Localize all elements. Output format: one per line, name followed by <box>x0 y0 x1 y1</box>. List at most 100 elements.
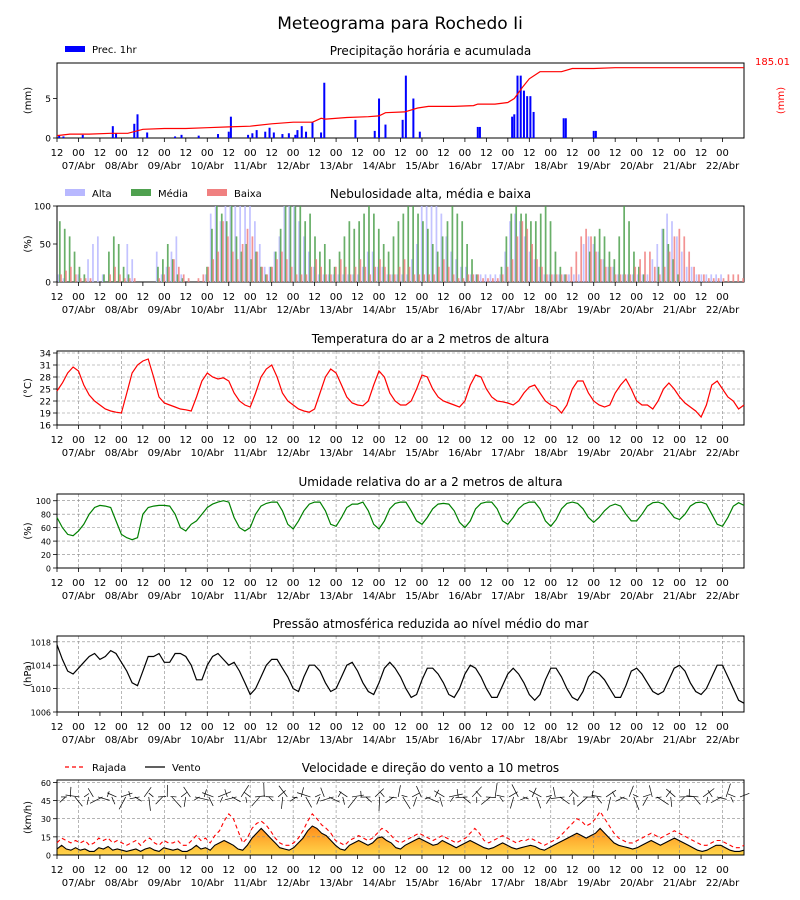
cloud-bar <box>582 244 585 282</box>
cloud-bar <box>78 266 81 282</box>
cloud-bar <box>673 236 676 282</box>
wind-direction-arrow <box>380 792 385 798</box>
wind-direction-arrow <box>568 792 574 798</box>
x-tick-label: 12 <box>566 435 579 446</box>
x-day-label: 14/Abr <box>362 305 396 316</box>
cloud-bar <box>494 274 497 282</box>
cloud-bar <box>235 236 238 282</box>
cloud-bar <box>83 274 86 282</box>
cloud-bar <box>364 266 367 282</box>
x-day-label: 13/Abr <box>319 305 353 316</box>
x-tick-label: 12 <box>609 435 622 446</box>
wind-direction-arrow <box>170 796 177 798</box>
wind-direction-arrow <box>531 787 537 798</box>
cloud-bar <box>550 274 553 282</box>
x-day-label: 21/Abr <box>663 878 697 889</box>
y-tick-label: 15 <box>41 833 51 842</box>
x-tick-label: 00 <box>244 578 257 589</box>
x-tick-label: 00 <box>330 292 343 303</box>
wind-direction-arrow <box>365 796 373 803</box>
x-tick-label: 12 <box>51 435 64 446</box>
cloud-bar <box>609 266 612 282</box>
x-tick-label: 12 <box>394 148 407 159</box>
x-day-label: 07/Abr <box>62 735 96 746</box>
x-tick-label: 12 <box>437 722 450 733</box>
x-tick-label: 12 <box>523 292 536 303</box>
x-tick-label: 00 <box>72 865 85 876</box>
cloud-bar <box>283 206 286 282</box>
x-tick-label: 00 <box>501 578 514 589</box>
cloud-bar <box>420 206 423 282</box>
cloud-bar <box>371 251 374 282</box>
panel-2: Nebulosidade alta, média e baixa (%) 0 50 10… <box>23 187 745 316</box>
cloud-bar <box>442 259 445 282</box>
wind-direction-arrow <box>413 796 417 807</box>
wind-direction-arrow <box>411 792 420 798</box>
precip-bar <box>476 126 479 138</box>
x-tick-label: 00 <box>287 148 300 159</box>
cloud-bar <box>608 251 611 282</box>
x-day-label: 10/Abr <box>191 448 225 459</box>
wind-direction-arrow <box>268 796 274 802</box>
x-day-label: 17/Abr <box>491 735 525 746</box>
y-axis-label: (km/h) <box>23 801 34 834</box>
x-tick-label: 00 <box>330 435 343 446</box>
wind-direction-arrow <box>59 796 66 803</box>
cloud-bar <box>519 221 521 282</box>
precip-bar <box>594 130 597 138</box>
accumulated-total-label: 185.01 <box>755 57 790 68</box>
x-day-label: 16/Abr <box>448 591 482 602</box>
y-tick-label: 1010 <box>31 685 51 694</box>
wind-direction-arrow <box>120 792 133 798</box>
cloud-bar <box>585 228 587 282</box>
cloud-bar <box>663 266 666 282</box>
cloud-bar <box>79 278 82 282</box>
cloud-bar <box>234 206 237 282</box>
cloud-bar <box>545 274 548 282</box>
legend-label: Baixa <box>234 189 262 200</box>
cloud-bar <box>60 274 62 282</box>
x-tick-label: 00 <box>373 865 386 876</box>
x-tick-label: 00 <box>115 865 128 876</box>
cloud-bar <box>281 251 283 282</box>
cloud-bar <box>492 278 494 282</box>
panel-1: Precipitação horária e acumulada (mm) 0 5 12… <box>23 44 790 172</box>
x-tick-label: 12 <box>94 148 107 159</box>
x-tick-label: 00 <box>630 435 643 446</box>
cloud-bar <box>705 274 708 282</box>
cloud-bar <box>411 259 413 282</box>
cloud-bar <box>396 274 399 282</box>
cloud-bar <box>123 278 126 282</box>
wind-direction-arrow <box>374 788 384 798</box>
cloud-bar <box>214 206 217 282</box>
cloud-bar <box>636 274 639 282</box>
cloud-bar <box>227 236 229 282</box>
cloud-bar <box>693 266 695 282</box>
cloud-bar <box>332 274 335 282</box>
x-tick-label: 12 <box>480 722 493 733</box>
cloud-bar <box>300 274 303 282</box>
cloud-bar <box>289 206 292 282</box>
cloud-bar <box>392 236 395 282</box>
x-tick-label: 12 <box>94 435 107 446</box>
precip-bar <box>529 96 532 138</box>
legend-label: Prec. 1hr <box>92 45 137 56</box>
cloud-bar <box>541 266 543 282</box>
x-tick-label: 00 <box>373 148 386 159</box>
plot-frame <box>56 635 745 713</box>
cloud-bar <box>430 206 433 282</box>
x-tick-label: 00 <box>244 148 257 159</box>
x-day-label: 16/Abr <box>448 878 482 889</box>
wind-direction-arrow <box>148 792 154 798</box>
x-day-label: 20/Abr <box>620 448 654 459</box>
y-tick-label: 1018 <box>31 638 51 647</box>
cloud-bar <box>133 278 136 282</box>
wind-direction-arrow <box>245 796 248 803</box>
right-axis-label: (mm) <box>776 87 787 114</box>
x-tick-label: 12 <box>394 435 407 446</box>
cloud-bar <box>295 274 298 282</box>
x-day-label: 19/Abr <box>577 448 611 459</box>
cloud-bar <box>436 251 439 282</box>
x-tick-label: 00 <box>330 865 343 876</box>
legend-swatch <box>131 189 151 196</box>
